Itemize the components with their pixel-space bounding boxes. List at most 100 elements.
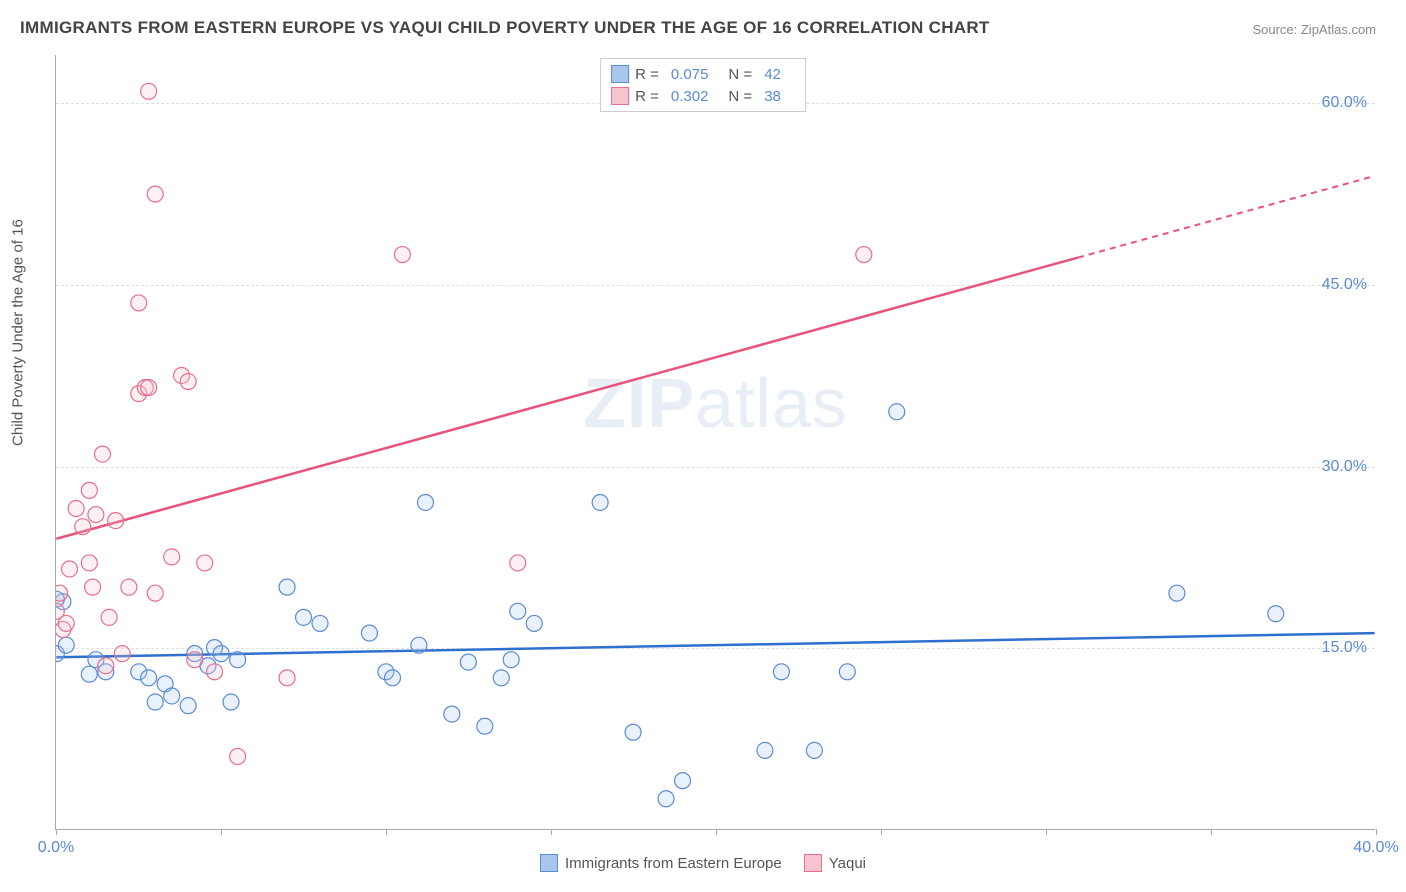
data-point: [98, 658, 114, 674]
data-point: [108, 513, 124, 529]
scatter-plot: ZIPatlas 15.0%30.0%45.0%60.0%0.0%40.0%: [55, 55, 1375, 830]
data-point: [164, 688, 180, 704]
data-point: [773, 664, 789, 680]
data-point: [81, 482, 97, 498]
legend-swatch: [611, 65, 629, 83]
data-point: [1268, 606, 1284, 622]
data-point: [58, 637, 74, 653]
legend-swatch: [804, 854, 822, 872]
regression-line: [56, 633, 1374, 657]
regression-line: [56, 258, 1078, 539]
chart-title: IMMIGRANTS FROM EASTERN EUROPE VS YAQUI …: [20, 18, 990, 38]
data-point: [510, 555, 526, 571]
data-point: [88, 507, 104, 523]
data-point: [164, 549, 180, 565]
x-tick: [881, 829, 882, 835]
data-point: [58, 615, 74, 631]
source-attribution: Source: ZipAtlas.com: [1252, 22, 1376, 37]
legend-r-label: R =: [635, 66, 659, 83]
data-point: [62, 561, 78, 577]
data-point: [385, 670, 401, 686]
x-tick-label: 0.0%: [38, 839, 74, 857]
data-point: [81, 666, 97, 682]
x-tick: [1046, 829, 1047, 835]
data-point: [625, 724, 641, 740]
x-tick-label: 40.0%: [1353, 839, 1398, 857]
data-point: [503, 652, 519, 668]
x-tick: [386, 829, 387, 835]
legend-n-label: N =: [728, 88, 752, 105]
legend-r-value: 0.075: [671, 66, 709, 83]
data-point: [839, 664, 855, 680]
data-point: [147, 694, 163, 710]
data-point: [806, 742, 822, 758]
data-point: [213, 646, 229, 662]
data-point: [95, 446, 111, 462]
data-point: [394, 247, 410, 263]
data-point: [279, 579, 295, 595]
data-point: [114, 646, 130, 662]
data-point: [757, 742, 773, 758]
data-point: [75, 519, 91, 535]
legend-label: Immigrants from Eastern Europe: [565, 855, 782, 872]
data-point: [675, 773, 691, 789]
legend-item: Immigrants from Eastern Europe: [540, 854, 782, 872]
legend-n-label: N =: [728, 66, 752, 83]
legend-label: Yaqui: [829, 855, 866, 872]
data-point: [510, 603, 526, 619]
data-point: [101, 609, 117, 625]
legend-row: R = 0.302 N = 38: [611, 85, 795, 107]
data-point: [68, 501, 84, 517]
data-point: [187, 652, 203, 668]
x-tick: [716, 829, 717, 835]
data-point: [223, 694, 239, 710]
data-point: [230, 652, 246, 668]
legend-n-value: 38: [764, 88, 781, 105]
correlation-legend: R = 0.075 N = 42 R = 0.302 N = 38: [600, 58, 806, 112]
data-point: [147, 585, 163, 601]
data-point: [361, 625, 377, 641]
data-point: [526, 615, 542, 631]
data-point: [296, 609, 312, 625]
data-point: [493, 670, 509, 686]
legend-n-value: 42: [764, 66, 781, 83]
data-point: [180, 698, 196, 714]
data-point: [141, 670, 157, 686]
data-point: [197, 555, 213, 571]
data-point: [131, 295, 147, 311]
data-point: [411, 637, 427, 653]
legend-item: Yaqui: [804, 854, 866, 872]
data-point: [889, 404, 905, 420]
data-point: [121, 579, 137, 595]
legend-r-value: 0.302: [671, 88, 709, 105]
legend-swatch: [540, 854, 558, 872]
y-axis-label: Child Poverty Under the Age of 16: [10, 219, 27, 446]
x-tick: [551, 829, 552, 835]
data-point: [444, 706, 460, 722]
data-point: [85, 579, 101, 595]
data-point: [460, 654, 476, 670]
data-point: [592, 494, 608, 510]
data-point: [477, 718, 493, 734]
x-tick: [1211, 829, 1212, 835]
data-point: [180, 374, 196, 390]
x-tick: [56, 829, 57, 835]
data-point: [1169, 585, 1185, 601]
regression-line-dashed: [1078, 176, 1375, 258]
data-point: [417, 494, 433, 510]
data-point: [56, 585, 68, 601]
legend-swatch: [611, 87, 629, 105]
data-point: [312, 615, 328, 631]
data-point: [856, 247, 872, 263]
data-point: [207, 664, 223, 680]
legend-r-label: R =: [635, 88, 659, 105]
series-legend: Immigrants from Eastern Europe Yaqui: [540, 854, 866, 872]
data-point: [141, 83, 157, 99]
x-tick: [1376, 829, 1377, 835]
plot-svg: [56, 55, 1375, 829]
data-point: [141, 380, 157, 396]
data-point: [658, 791, 674, 807]
data-point: [230, 748, 246, 764]
legend-row: R = 0.075 N = 42: [611, 63, 795, 85]
data-point: [279, 670, 295, 686]
